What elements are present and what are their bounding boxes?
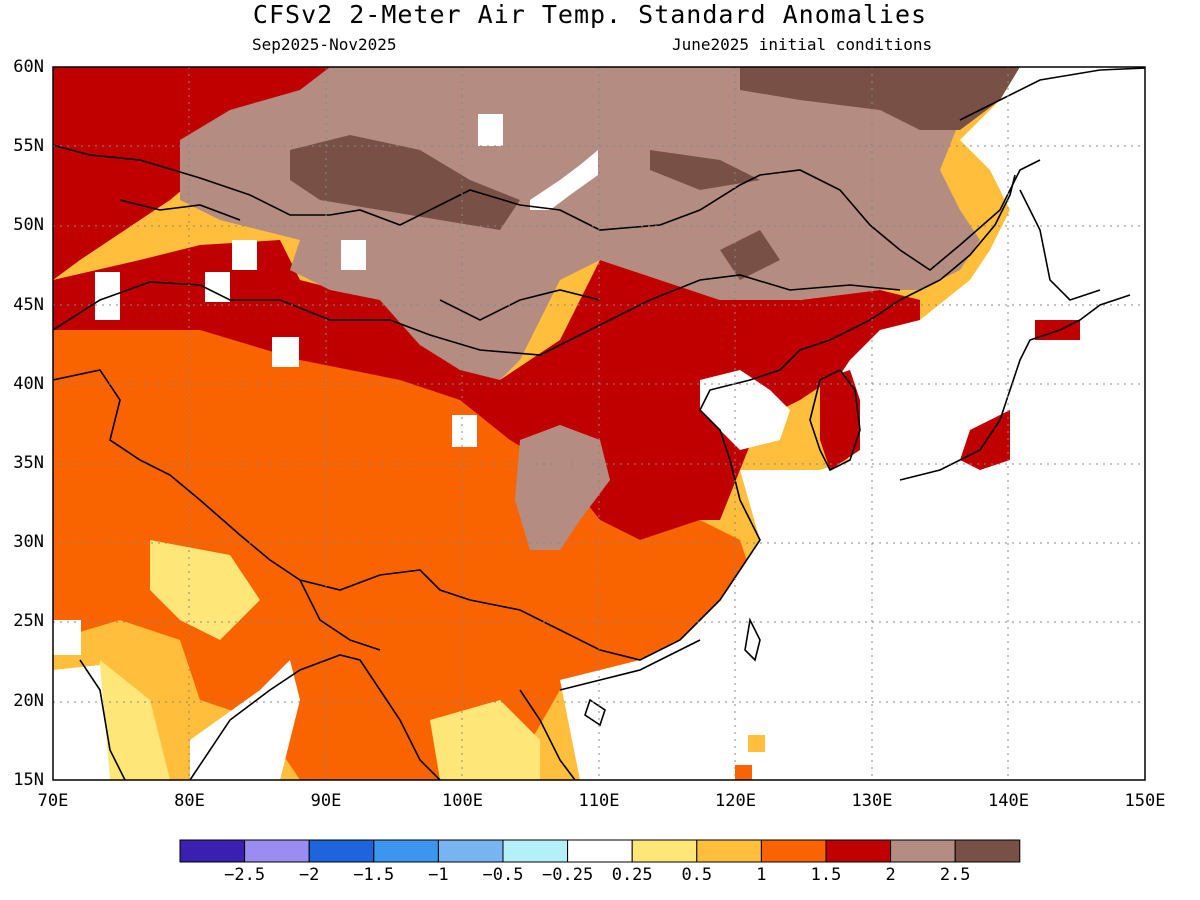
colorbar-label: −2.5: [224, 865, 266, 885]
latitude-label: 15N: [13, 769, 44, 790]
colorbar-swatch: [696, 839, 762, 863]
latitude-label: 35N: [13, 453, 44, 473]
colorbar-label: 1.5: [810, 865, 842, 885]
colorbar-label: −1.5: [353, 865, 395, 885]
coastlines-borders: [53, 67, 1145, 780]
forecast-period: Sep2025-Nov2025: [252, 35, 397, 54]
anomaly-region-luzon: [735, 765, 752, 780]
longitude-label: 100E: [442, 791, 483, 811]
colorbar-label: −1: [428, 865, 449, 885]
latitude-label: 20N: [13, 690, 44, 711]
longitude-label: 150E: [1124, 791, 1166, 811]
colorbar-swatch: [890, 839, 956, 863]
colorbar-swatch: [373, 839, 439, 863]
longitude-label: 70E: [37, 791, 69, 811]
bay-of-bengal-no-data: [190, 660, 300, 780]
lake-no-data-2: [341, 240, 366, 270]
issyk-kul-no-data: [272, 337, 299, 367]
longitude-label: 90E: [310, 791, 342, 811]
balkhash-no-data: [205, 272, 230, 302]
latitude-label: 25N: [13, 611, 44, 632]
anomaly-region-korea: [820, 370, 860, 470]
longitude-label: 120E: [715, 791, 756, 811]
colorbar-swatch: [825, 839, 892, 863]
anomaly-region-gt2p5: [290, 135, 520, 230]
colorbar-swatch: [502, 839, 569, 863]
arabian-sea-no-data: [53, 665, 110, 780]
latitude-label: 45N: [13, 294, 44, 315]
qinghai-lake-no-data: [452, 415, 477, 447]
anomaly-region-1p5: [53, 322, 760, 780]
yellow-sea-no-data: [700, 370, 790, 450]
colorbar-label: 2.5: [939, 865, 971, 885]
gridlines: [53, 67, 1145, 780]
colorbar-swatch: [631, 839, 698, 863]
colorbar-label: 2: [885, 865, 896, 885]
longitude-label: 110E: [578, 791, 620, 811]
initial-conditions-label: June2025 initial conditions: [672, 35, 933, 54]
longitude-label: 130E: [851, 791, 893, 811]
colorbar-swatch: [437, 839, 504, 863]
colorbar-label: −0.25: [542, 865, 594, 885]
longitude-label: 140E: [988, 791, 1029, 811]
lake-no-data: [232, 240, 257, 270]
colorbar-swatch: [567, 839, 633, 863]
map-area: [53, 67, 1145, 780]
colorbar-swatch: [954, 839, 1021, 863]
colorbar-label: 0.5: [681, 865, 713, 885]
map-frame: [52, 66, 1146, 781]
colorbar-swatch: [308, 839, 375, 863]
anomaly-region-gt2p5-b: [740, 67, 1020, 130]
anomaly-region-0p5: [150, 540, 260, 640]
anomaly-region-taiwan: [748, 735, 765, 752]
colorbar-swatch: [760, 839, 827, 863]
longitude-label: 80E: [174, 791, 205, 811]
latitude-label: 55N: [13, 136, 44, 157]
colorbar-swatch: [244, 839, 310, 863]
latitude-label: 60N: [13, 57, 44, 77]
aral-sea-no-data: [95, 272, 120, 320]
colorbar-label: −0.5: [482, 865, 524, 885]
colorbar-swatch: [179, 839, 246, 863]
latitude-label: 30N: [13, 532, 44, 553]
baikal-no-data: [530, 150, 598, 210]
colorbar: [179, 839, 1021, 863]
latitude-label: 40N: [13, 373, 44, 394]
colorbar-label: −2: [298, 865, 320, 885]
anomaly-region-2p5-b: [515, 425, 610, 550]
khovsgol-no-data: [478, 114, 503, 146]
colorbar-label: 0.25: [611, 865, 653, 885]
map-title: CFSv2 2-Meter Air Temp. Standard Anomali…: [252, 0, 928, 29]
anomaly-region-0p5-b: [95, 660, 170, 780]
gulf-no-data: [53, 620, 81, 655]
anomaly-region-1p5-b: [53, 470, 240, 600]
colorbar-label: 1: [756, 865, 767, 885]
anomaly-region-0p5-c: [430, 700, 540, 780]
anomaly-region-gt2p5-c: [650, 150, 760, 190]
anomaly-region-2: [53, 67, 920, 540]
latitude-label: 50N: [13, 215, 44, 236]
